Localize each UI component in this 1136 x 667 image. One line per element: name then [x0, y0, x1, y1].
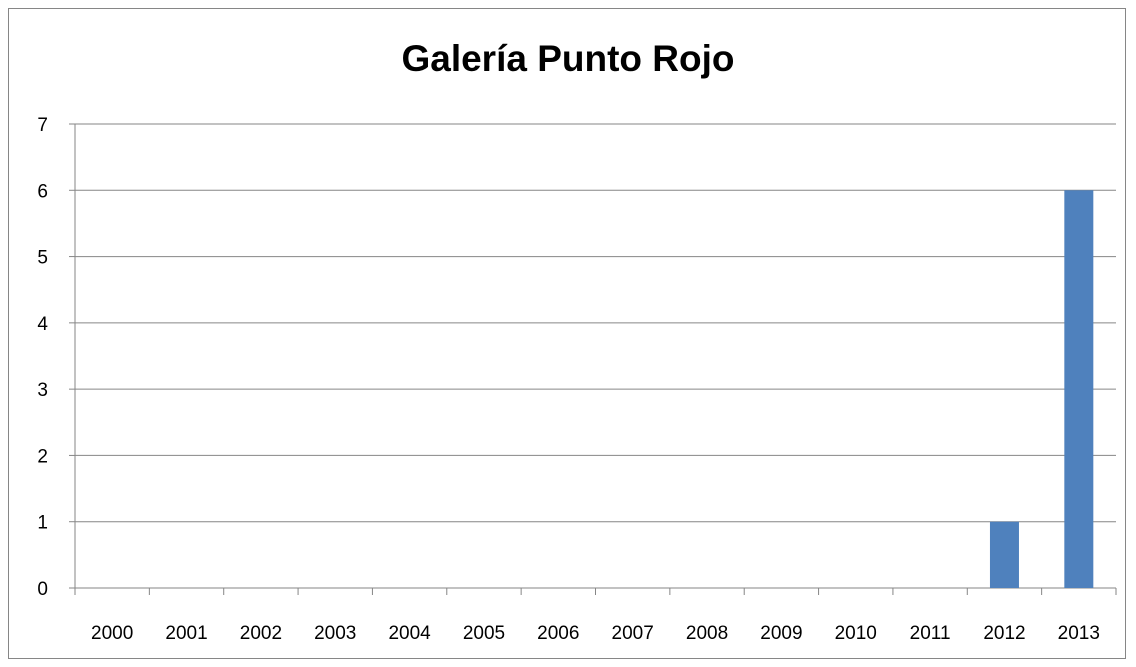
bar-2012 [989, 521, 1019, 588]
y-tick-label-3: 3 [37, 380, 48, 401]
bar-2013 [1064, 190, 1094, 589]
x-tick-label-2001: 2001 [165, 623, 207, 644]
x-tick-label-2009: 2009 [760, 623, 802, 644]
x-tick-label-2004: 2004 [388, 623, 431, 644]
y-tick-label-6: 6 [37, 181, 48, 202]
y-tick-label-5: 5 [37, 248, 48, 269]
x-tick-label-2002: 2002 [240, 623, 282, 644]
chart-area [8, 8, 1126, 659]
y-tick-label-0: 0 [37, 579, 48, 600]
x-tick-label-2003: 2003 [314, 623, 356, 644]
y-tick-label-2: 2 [37, 446, 48, 467]
y-tick-label-4: 4 [37, 314, 48, 335]
x-tick-label-2013: 2013 [1058, 623, 1100, 644]
x-tick-label-2012: 2012 [983, 623, 1025, 644]
x-tick-label-2011: 2011 [910, 623, 951, 644]
x-tick-label-2008: 2008 [686, 623, 728, 644]
x-tick-label-2005: 2005 [463, 623, 505, 644]
x-tick-label-2007: 2007 [612, 623, 654, 644]
x-tick-label-2010: 2010 [835, 623, 877, 644]
chart-title: Galería Punto Rojo [401, 38, 735, 79]
y-tick-label-7: 7 [37, 115, 48, 136]
x-tick-label-2006: 2006 [537, 623, 579, 644]
x-tick-label-2000: 2000 [91, 623, 133, 644]
y-tick-label-1: 1 [37, 513, 48, 534]
